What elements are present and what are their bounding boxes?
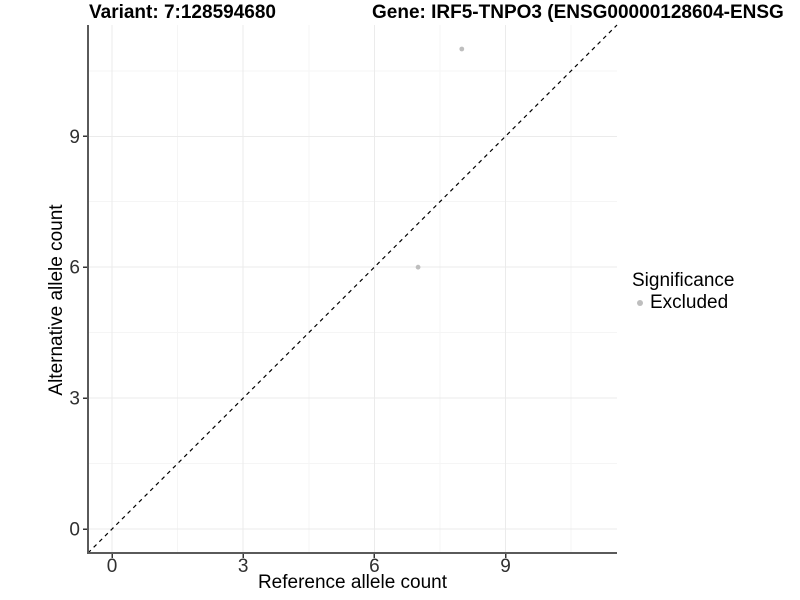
variant-title: Variant: 7:128594680 <box>89 2 276 23</box>
y-tick-label: 3 <box>69 389 80 410</box>
data-point <box>415 264 421 270</box>
y-tick-label: 9 <box>69 127 80 148</box>
identity-line <box>87 24 618 554</box>
legend: Significance Excluded <box>632 270 734 313</box>
excluded-point-icon <box>637 299 643 306</box>
x-tick-label: 6 <box>369 556 380 577</box>
y-tick-label: 6 <box>69 258 80 279</box>
legend-title: Significance <box>632 270 735 291</box>
legend-entry-label: Excluded <box>650 292 729 313</box>
legend-entry-excluded: Excluded <box>632 292 734 313</box>
data-point <box>459 46 465 52</box>
gene-title: Gene: IRF5-TNPO3 (ENSG00000128604-ENSG <box>372 2 784 23</box>
x-tick-label: 3 <box>238 556 249 577</box>
y-tick-label: 0 <box>69 520 80 541</box>
y-axis-title: Alternative allele count <box>46 204 67 396</box>
x-axis-title: Reference allele count <box>257 572 448 593</box>
x-tick-label: 0 <box>107 556 118 577</box>
x-tick-label: 9 <box>500 556 511 577</box>
